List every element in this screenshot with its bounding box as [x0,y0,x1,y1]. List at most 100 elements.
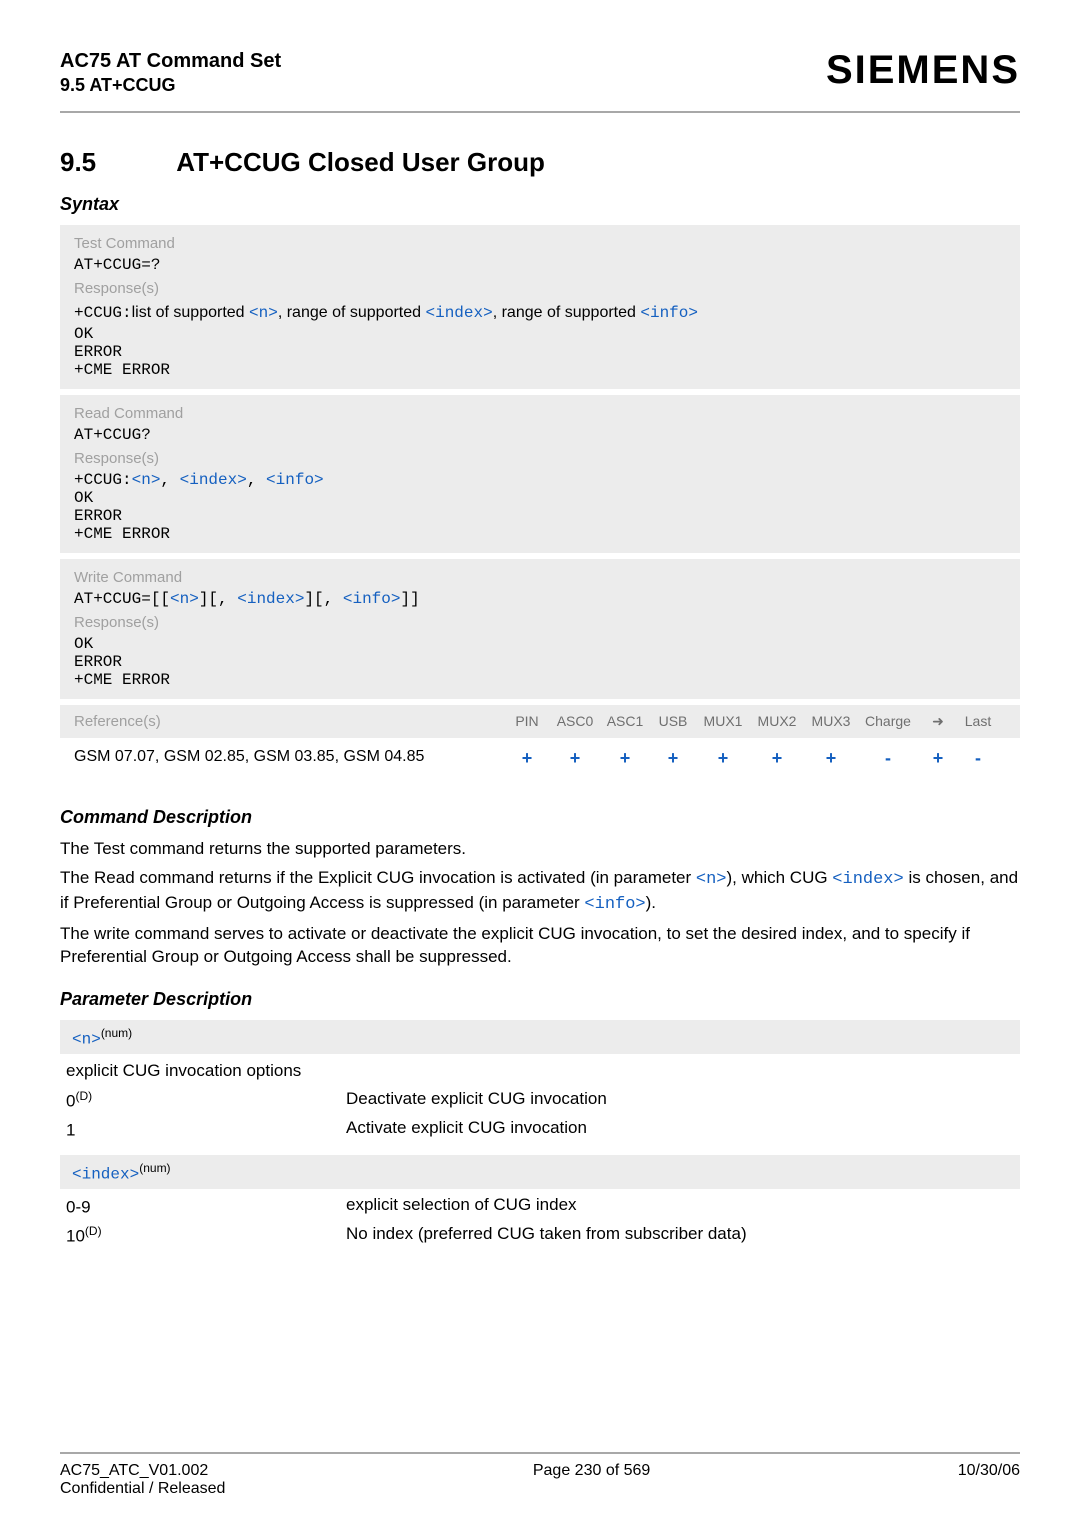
reference-header-row: Reference(s) PIN ASC0 ASC1 USB MUX1 MUX2… [60,705,1020,738]
val-mux1: + [696,748,750,769]
test-label: Test Command [74,235,1006,252]
test-command: AT+CCUG=? [74,256,1006,274]
param-index: <index> [425,304,492,322]
param-index: <index> [72,1165,139,1183]
footer-left2: Confidential / Released [60,1480,225,1498]
param-index: <index> [180,471,247,489]
param-index: <index> [237,590,304,608]
col-mux1: MUX1 [696,713,750,730]
write-error: ERROR [74,653,1006,671]
test-prefix: +CCUG: [74,304,132,322]
p2d: ). [646,893,656,912]
param-n-table: 0(D) Deactivate explicit CUG invocation … [66,1089,1020,1140]
param-n: <n> [132,471,161,489]
col-mux2: MUX2 [750,713,804,730]
idx-row1-k: 10 [66,1226,85,1245]
param-n-header: <n>(num) [60,1020,1020,1054]
br-c2: ][, [304,590,342,608]
param-info: <info> [584,895,645,914]
br-c3: ]] [400,590,419,608]
header-rule [60,111,1020,113]
cmd-desc-p2: The Read command returns if the Explicit… [60,867,1020,917]
param-n-sup: (num) [101,1026,132,1040]
doc-title: AC75 AT Command Set [60,48,281,74]
val-mux2: + [750,748,804,769]
param-n-caption: explicit CUG invocation options [66,1060,1020,1083]
param-index-table: 0-9 explicit selection of CUG index 10(D… [66,1195,1020,1246]
sep1: , [160,471,179,489]
p2b: ), which CUG [727,868,833,887]
param-info: <info> [640,304,698,322]
p2a: The Read command returns if the Explicit… [60,868,696,887]
write-prefix: AT+CCUG= [74,590,151,608]
n-row1-k: 1 [66,1121,75,1140]
col-asc0: ASC0 [550,713,600,730]
section-number: 9.5 [60,147,170,178]
page-header: AC75 AT Command Set 9.5 AT+CCUG SIEMENS [60,48,1020,97]
param-info: <info> [266,471,324,489]
val-asc0: + [550,748,600,769]
param-n: <n> [170,590,199,608]
param-index-sup: (num) [139,1161,170,1175]
br-c1: ][, [199,590,237,608]
n-row0-sup: (D) [75,1089,92,1103]
val-last: - [958,748,998,769]
n-row1-key: 1 [66,1118,346,1141]
write-cme: +CME ERROR [74,671,1006,689]
read-error: ERROR [74,507,1006,525]
reference-label: Reference(s) [74,713,504,730]
col-charge: Charge [858,713,918,730]
footer-left1: AC75_ATC_V01.002 [60,1462,225,1480]
header-left: AC75 AT Command Set 9.5 AT+CCUG [60,48,281,97]
test-text1: list of supported [132,304,249,321]
val-arrow: + [918,748,958,769]
test-resp-label: Response(s) [74,280,1006,297]
write-command-box: Write Command AT+CCUG=[[<n>][, <index>][… [60,559,1020,699]
idx-row0-k: 0-9 [66,1198,91,1217]
read-command-box: Read Command AT+CCUG? Response(s) +CCUG:… [60,395,1020,553]
test-text3: , range of supported [493,304,641,321]
col-pin: PIN [504,713,550,730]
val-asc1: + [600,748,650,769]
idx-row1-val: No index (preferred CUG taken from subsc… [346,1224,1020,1247]
read-label: Read Command [74,405,1006,422]
write-label: Write Command [74,569,1006,586]
page-footer: AC75_ATC_V01.002 Confidential / Released… [60,1452,1020,1498]
val-pin: + [504,748,550,769]
test-error: ERROR [74,343,1006,361]
cmd-desc-p3: The write command serves to activate or … [60,923,1020,969]
col-mux3: MUX3 [804,713,858,730]
col-last: Last [958,713,998,730]
test-command-box: Test Command AT+CCUG=? Response(s) +CCUG… [60,225,1020,389]
read-prefix: +CCUG: [74,471,132,489]
idx-row0-key: 0-9 [66,1195,346,1218]
footer-right: 10/30/06 [958,1462,1020,1498]
read-response-line: +CCUG:<n>, <index>, <info> [74,471,1006,489]
doc-subtitle: 9.5 AT+CCUG [60,74,281,97]
val-mux3: + [804,748,858,769]
idx-row1-sup: (D) [85,1224,102,1238]
test-cme: +CME ERROR [74,361,1006,379]
br-open: [[ [151,590,170,608]
sep2: , [247,471,266,489]
cmd-desc-p1: The Test command returns the supported p… [60,838,1020,861]
n-row0-key: 0(D) [66,1089,346,1112]
read-cme: +CME ERROR [74,525,1006,543]
section-heading: 9.5 AT+CCUG Closed User Group [60,147,1020,178]
n-row1-val: Activate explicit CUG invocation [346,1118,1020,1141]
param-n: <n> [249,304,278,322]
param-desc-title: Parameter Description [60,989,1020,1010]
test-text2: , range of supported [278,304,426,321]
document-page: AC75 AT Command Set 9.5 AT+CCUG SIEMENS … [0,0,1080,1528]
col-arrow: ➜ [918,713,958,730]
cmd-desc-title: Command Description [60,807,1020,828]
test-ok: OK [74,325,1006,343]
read-resp-label: Response(s) [74,450,1006,467]
param-index-header: <index>(num) [60,1155,1020,1189]
param-info: <info> [343,590,401,608]
reference-columns: PIN ASC0 ASC1 USB MUX1 MUX2 MUX3 Charge … [504,713,998,730]
test-response-line: +CCUG:list of supported <n>, range of su… [74,301,1006,325]
syntax-label: Syntax [60,194,1020,215]
write-command: AT+CCUG=[[<n>][, <index>][, <info>]] [74,590,1006,608]
col-usb: USB [650,713,696,730]
